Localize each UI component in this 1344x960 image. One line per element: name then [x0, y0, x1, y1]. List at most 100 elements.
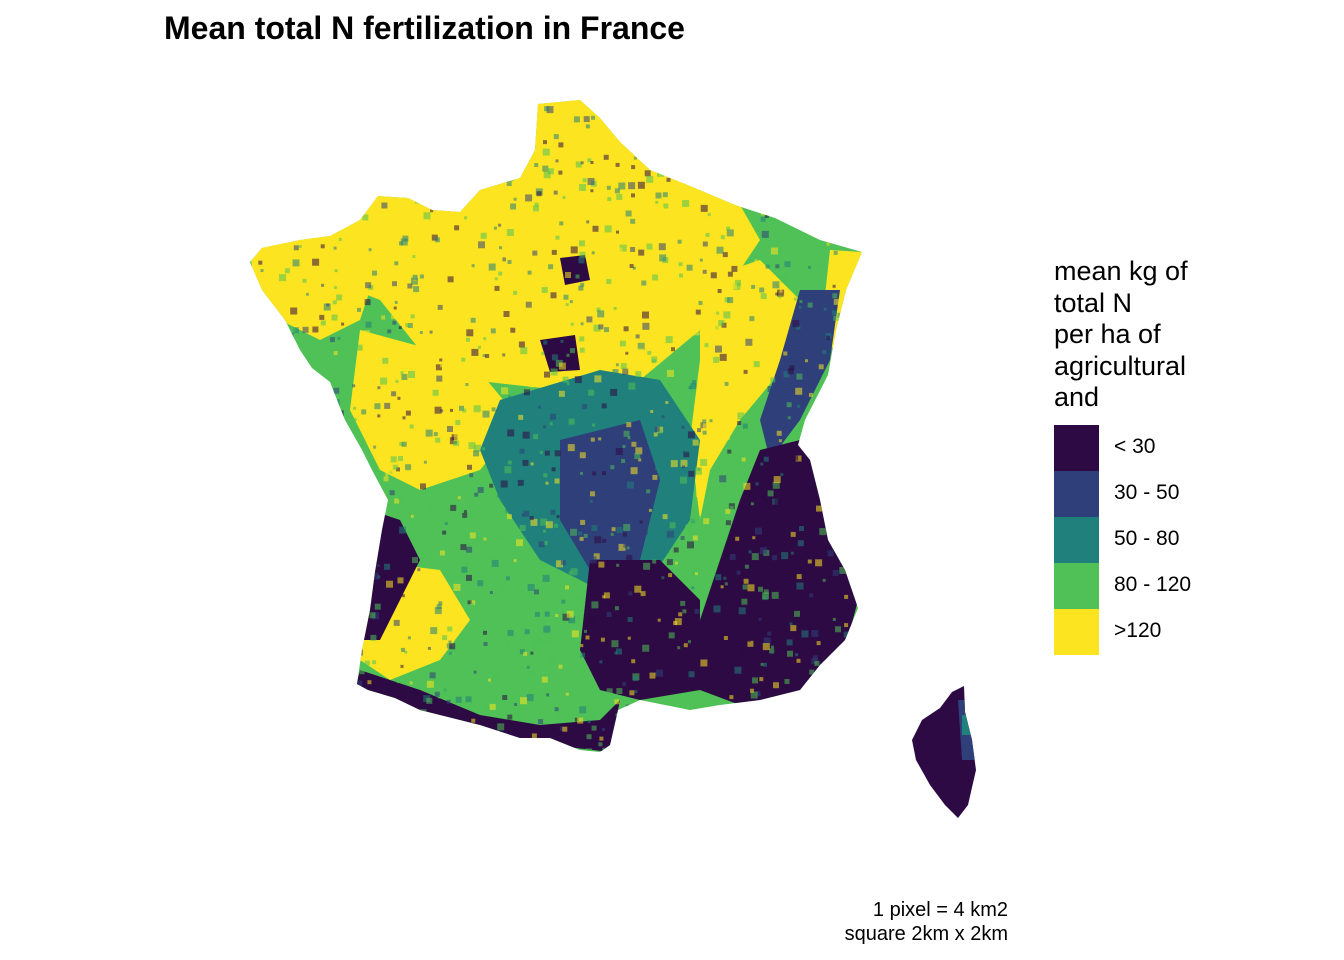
- raster-pixel: [510, 203, 517, 210]
- raster-pixel: [619, 100, 626, 107]
- raster-pixel: [674, 561, 678, 565]
- raster-pixel: [375, 256, 380, 261]
- raster-pixel: [841, 499, 846, 503]
- raster-pixel: [616, 688, 623, 694]
- raster-pixel: [843, 668, 847, 672]
- raster-pixel: [687, 724, 695, 732]
- raster-pixel: [556, 560, 563, 568]
- raster-pixel: [435, 353, 442, 359]
- raster-pixel: [736, 189, 740, 193]
- raster-pixel: [554, 450, 561, 457]
- raster-pixel: [272, 706, 278, 712]
- raster-pixel: [336, 294, 343, 301]
- raster-pixel: [293, 205, 299, 211]
- raster-pixel: [833, 115, 839, 122]
- raster-pixel: [332, 537, 339, 544]
- raster-pixel: [281, 330, 289, 338]
- raster-pixel: [367, 680, 372, 685]
- raster-pixel: [341, 675, 347, 681]
- raster-pixel: [738, 141, 746, 149]
- raster-pixel: [813, 533, 818, 538]
- raster-pixel: [693, 329, 700, 336]
- raster-pixel: [276, 217, 284, 225]
- raster-pixel: [437, 694, 442, 699]
- raster-pixel: [551, 467, 556, 472]
- raster-pixel: [345, 302, 349, 306]
- raster-pixel: [615, 247, 623, 255]
- raster-pixel: [736, 370, 742, 376]
- raster-pixel: [271, 452, 274, 456]
- raster-pixel: [855, 238, 861, 244]
- raster-pixel: [419, 274, 424, 279]
- raster-pixel: [700, 459, 708, 466]
- raster-pixel: [599, 660, 603, 664]
- raster-pixel: [663, 203, 669, 209]
- raster-pixel: [743, 369, 748, 374]
- raster-pixel: [355, 604, 362, 611]
- raster-pixel: [610, 741, 616, 747]
- raster-pixel: [864, 261, 868, 265]
- raster-pixel: [627, 134, 633, 140]
- raster-pixel: [795, 387, 803, 395]
- raster-pixel: [683, 451, 690, 458]
- raster-pixel: [376, 191, 380, 195]
- raster-pixel: [606, 612, 612, 618]
- raster-pixel: [300, 699, 305, 704]
- raster-pixel: [508, 395, 512, 399]
- raster-pixel: [786, 402, 792, 408]
- raster-pixel: [843, 631, 850, 638]
- raster-pixel: [462, 532, 470, 540]
- raster-pixel: [464, 114, 470, 120]
- raster-pixel: [827, 550, 834, 557]
- raster-pixel: [750, 691, 758, 699]
- raster-pixel: [308, 179, 315, 186]
- raster-pixel: [858, 289, 862, 296]
- raster-pixel: [610, 428, 618, 436]
- raster-pixel: [758, 245, 762, 249]
- raster-pixel: [416, 602, 424, 610]
- raster-pixel: [353, 418, 357, 422]
- raster-pixel: [279, 274, 286, 282]
- raster-pixel: [819, 528, 827, 536]
- raster-pixel: [591, 115, 595, 120]
- raster-pixel: [691, 177, 698, 184]
- raster-pixel: [294, 485, 299, 490]
- raster-pixel: [518, 739, 522, 743]
- raster-pixel: [694, 608, 700, 614]
- raster-pixel: [643, 706, 651, 714]
- raster-pixel: [355, 680, 363, 688]
- raster-pixel: [506, 437, 511, 442]
- raster-pixel: [505, 641, 511, 647]
- raster-pixel: [610, 465, 615, 470]
- raster-pixel: [543, 637, 551, 644]
- raster-pixel: [631, 148, 637, 154]
- raster-pixel: [602, 595, 606, 599]
- raster-pixel: [372, 270, 377, 276]
- raster-pixel: [326, 303, 330, 307]
- raster-pixel: [839, 654, 844, 659]
- raster-pixel: [522, 459, 529, 466]
- raster-pixel: [407, 636, 411, 640]
- raster-pixel: [670, 296, 676, 302]
- raster-pixel: [652, 559, 657, 564]
- raster-pixel: [634, 453, 641, 459]
- raster-pixel: [304, 408, 308, 412]
- raster-pixel: [863, 608, 869, 614]
- raster-pixel: [488, 263, 496, 271]
- raster-pixel: [414, 726, 418, 731]
- raster-pixel: [619, 481, 623, 485]
- raster-pixel: [332, 574, 340, 582]
- raster-pixel: [724, 582, 728, 586]
- raster-pixel: [413, 751, 420, 752]
- raster-pixel: [851, 216, 856, 221]
- raster-pixel: [473, 405, 481, 413]
- raster-pixel: [612, 369, 619, 376]
- raster-pixel: [465, 676, 470, 681]
- raster-pixel: [688, 386, 692, 390]
- raster-pixel: [638, 458, 642, 462]
- raster-pixel: [497, 494, 500, 498]
- raster-pixel: [737, 421, 742, 425]
- raster-pixel: [585, 635, 590, 640]
- raster-pixel: [738, 130, 745, 138]
- raster-pixel: [682, 465, 685, 469]
